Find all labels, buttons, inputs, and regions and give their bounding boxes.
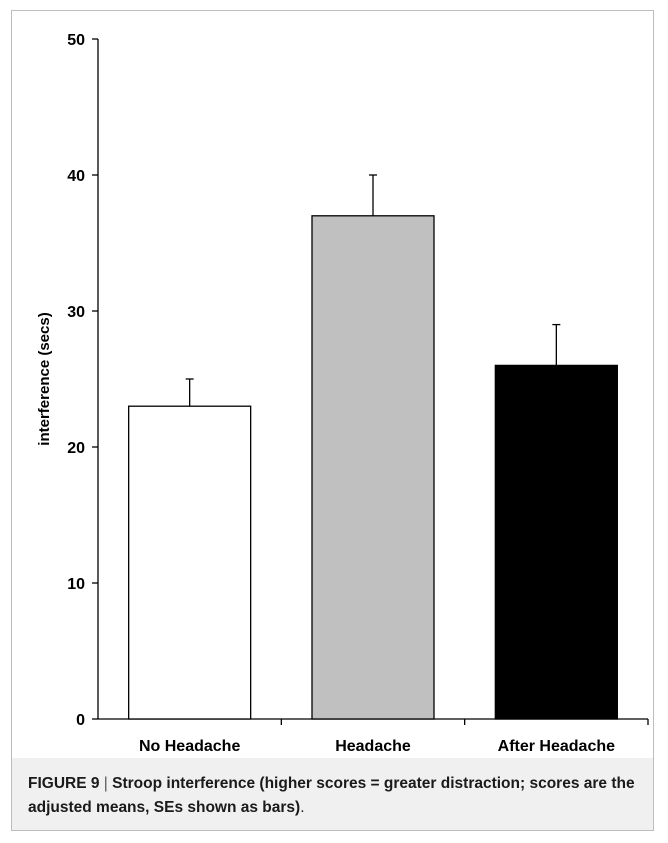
y-tick-label: 30	[67, 304, 85, 321]
bar	[494, 364, 618, 720]
bar-chart: interference (secs) 0 10 20 30 40 50 No Heada…	[36, 32, 649, 755]
caption-separator: |	[103, 775, 108, 792]
x-category-label: No Headache	[139, 738, 240, 755]
bar	[128, 405, 252, 720]
caption-panel	[11, 758, 654, 831]
y-tick-label: 10	[67, 576, 85, 593]
y-tick-label: 0	[76, 712, 85, 729]
y-tick-label: 40	[67, 168, 85, 185]
x-category-label: After Headache	[498, 738, 615, 755]
caption-label: FIGURE 9	[28, 775, 100, 792]
caption-end: .	[300, 799, 305, 816]
y-tick-label: 50	[67, 32, 85, 49]
figure-caption: FIGURE 9 | Stroop interference (higher s…	[28, 772, 638, 820]
x-category-label: Headache	[335, 738, 411, 755]
y-axis-label: interference (secs)	[36, 312, 53, 445]
y-tick-label: 20	[67, 440, 85, 457]
caption-text: Stroop interference (higher scores = gre…	[28, 775, 635, 816]
bar	[311, 215, 435, 720]
